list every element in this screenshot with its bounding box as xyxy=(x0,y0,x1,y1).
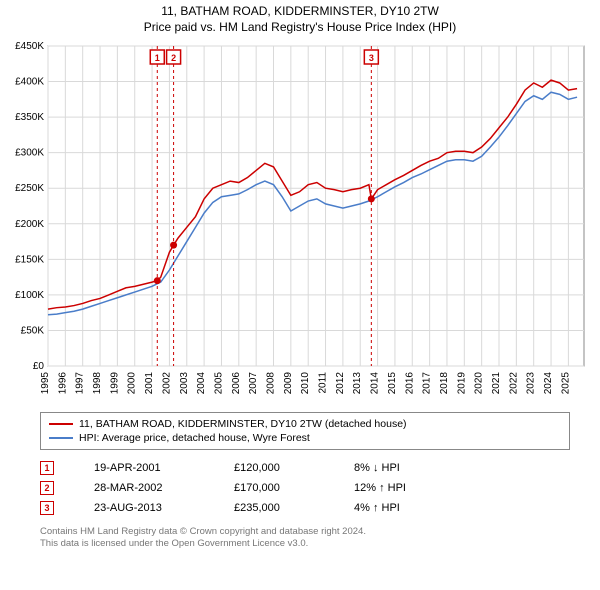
sale-price: £235,000 xyxy=(234,502,314,514)
svg-text:£250K: £250K xyxy=(15,183,44,194)
sale-date: 19-APR-2001 xyxy=(94,462,194,474)
sale-price: £170,000 xyxy=(234,482,314,494)
svg-text:2013: 2013 xyxy=(352,372,363,395)
legend-swatch-hpi xyxy=(49,437,73,439)
svg-text:2015: 2015 xyxy=(387,372,398,395)
svg-text:2025: 2025 xyxy=(560,372,571,395)
svg-text:£50K: £50K xyxy=(21,325,45,336)
sale-price: £120,000 xyxy=(234,462,314,474)
footer: Contains HM Land Registry data © Crown c… xyxy=(40,526,570,551)
svg-text:2: 2 xyxy=(171,53,176,63)
svg-text:2007: 2007 xyxy=(248,372,259,395)
svg-text:2011: 2011 xyxy=(318,372,329,394)
legend-label-hpi: HPI: Average price, detached house, Wyre… xyxy=(79,432,310,444)
title-area: 11, BATHAM ROAD, KIDDERMINSTER, DY10 2TW… xyxy=(0,0,600,36)
svg-text:£400K: £400K xyxy=(15,77,44,88)
legend-swatch-property xyxy=(49,423,73,425)
sale-diff: 12% ↑ HPI xyxy=(354,482,444,494)
svg-text:2014: 2014 xyxy=(370,372,381,395)
svg-text:2006: 2006 xyxy=(231,372,242,395)
svg-text:2020: 2020 xyxy=(474,372,485,395)
legend-property: 11, BATHAM ROAD, KIDDERMINSTER, DY10 2TW… xyxy=(49,417,561,431)
svg-text:£300K: £300K xyxy=(15,148,44,159)
svg-text:1998: 1998 xyxy=(92,372,103,395)
svg-text:2021: 2021 xyxy=(491,372,502,395)
chart-subtitle: Price paid vs. HM Land Registry's House … xyxy=(0,20,600,34)
svg-text:2010: 2010 xyxy=(300,372,311,395)
svg-text:2000: 2000 xyxy=(127,372,138,395)
svg-text:£150K: £150K xyxy=(15,254,44,265)
footer-line2: This data is licensed under the Open Gov… xyxy=(40,538,570,550)
chart-title: 11, BATHAM ROAD, KIDDERMINSTER, DY10 2TW xyxy=(0,4,600,18)
svg-text:1997: 1997 xyxy=(75,372,86,395)
legend-label-property: 11, BATHAM ROAD, KIDDERMINSTER, DY10 2TW… xyxy=(79,418,407,430)
svg-text:£100K: £100K xyxy=(15,290,44,301)
sale-diff: 4% ↑ HPI xyxy=(354,502,444,514)
svg-text:£350K: £350K xyxy=(15,112,44,123)
sales-row: 1 19-APR-2001 £120,000 8% ↓ HPI xyxy=(40,458,570,478)
svg-text:2002: 2002 xyxy=(161,372,172,395)
sale-marker-icon: 1 xyxy=(40,461,54,475)
svg-text:1996: 1996 xyxy=(57,372,68,395)
sales-table: 1 19-APR-2001 £120,000 8% ↓ HPI 2 28-MAR-2002… xyxy=(40,458,570,518)
sales-row: 3 23-AUG-2013 £235,000 4% ↑ HPI xyxy=(40,498,570,518)
sale-date: 23-AUG-2013 xyxy=(94,502,194,514)
chart-svg: £0 £50K £100K £150K £200K £250K £300K £350K £400… xyxy=(0,36,600,406)
svg-text:£0: £0 xyxy=(33,361,45,372)
svg-text:2003: 2003 xyxy=(179,372,190,395)
sale-date: 28-MAR-2002 xyxy=(94,482,194,494)
svg-text:2001: 2001 xyxy=(144,372,155,395)
chart-plot-area: £0 £50K £100K £150K £200K £250K £300K £350K £400… xyxy=(0,36,600,406)
svg-text:£200K: £200K xyxy=(15,219,44,230)
svg-text:2016: 2016 xyxy=(404,372,415,395)
sale-marker-icon: 2 xyxy=(40,481,54,495)
svg-text:1995: 1995 xyxy=(40,372,51,395)
svg-text:1: 1 xyxy=(155,53,160,63)
svg-text:2004: 2004 xyxy=(196,372,207,395)
svg-text:3: 3 xyxy=(369,53,374,63)
svg-text:2012: 2012 xyxy=(335,372,346,395)
svg-text:1999: 1999 xyxy=(109,372,120,395)
sale-marker-icon: 3 xyxy=(40,501,54,515)
svg-text:2017: 2017 xyxy=(422,372,433,395)
svg-text:2019: 2019 xyxy=(456,372,467,395)
legend-box: 11, BATHAM ROAD, KIDDERMINSTER, DY10 2TW… xyxy=(40,412,570,450)
sales-row: 2 28-MAR-2002 £170,000 12% ↑ HPI xyxy=(40,478,570,498)
footer-line1: Contains HM Land Registry data © Crown c… xyxy=(40,526,570,538)
svg-text:2005: 2005 xyxy=(213,372,224,395)
sale-diff: 8% ↓ HPI xyxy=(354,462,444,474)
svg-text:2024: 2024 xyxy=(543,372,554,395)
chart-container: 11, BATHAM ROAD, KIDDERMINSTER, DY10 2TW… xyxy=(0,0,600,590)
svg-text:2009: 2009 xyxy=(283,372,294,395)
legend-hpi: HPI: Average price, detached house, Wyre… xyxy=(49,431,561,445)
svg-text:2018: 2018 xyxy=(439,372,450,395)
svg-text:2022: 2022 xyxy=(508,372,519,395)
svg-text:£450K: £450K xyxy=(15,41,44,52)
svg-text:2008: 2008 xyxy=(266,372,277,395)
svg-text:2023: 2023 xyxy=(526,372,537,395)
